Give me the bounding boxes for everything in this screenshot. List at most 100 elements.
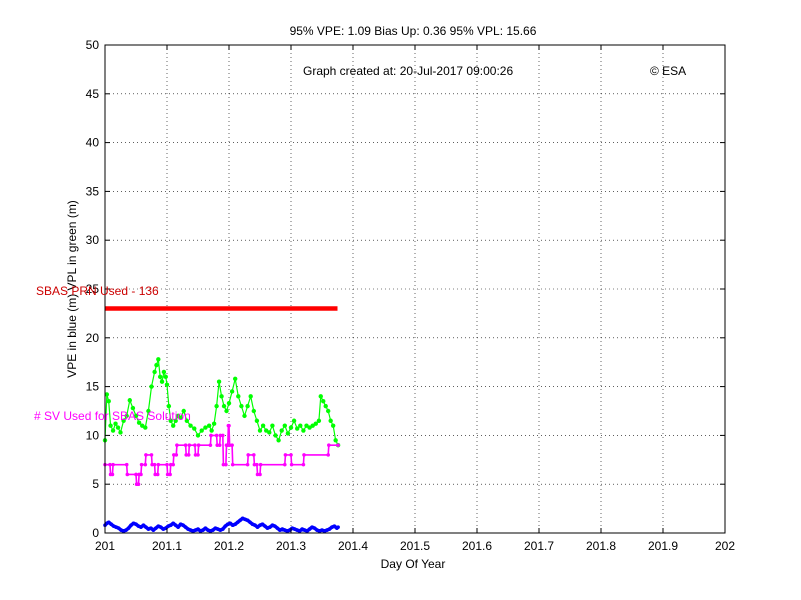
- vpe-point: [297, 529, 302, 533]
- sv-point: [149, 453, 154, 457]
- vpe-point: [149, 526, 153, 530]
- vpl-point: [330, 423, 336, 428]
- y-tick-label: 40: [86, 136, 100, 150]
- sv-point: [172, 453, 176, 457]
- vpl-point: [178, 415, 183, 421]
- x-tick-label: 201.8: [586, 539, 616, 553]
- sv-point: [196, 453, 200, 457]
- vpe-point: [235, 520, 240, 525]
- sv-point: [196, 443, 201, 447]
- sv-point: [124, 462, 129, 467]
- sv-point: [184, 453, 189, 457]
- vpe-point: [109, 522, 113, 527]
- sv-point: [283, 462, 287, 467]
- sv-point: [214, 433, 219, 438]
- grid-layer: [105, 45, 725, 533]
- vpe-point: [141, 523, 146, 527]
- vpe-point: [173, 523, 178, 527]
- sv-point: [255, 462, 259, 467]
- vpl-point: [328, 418, 333, 423]
- vpl-point: [157, 374, 163, 380]
- sv-point: [153, 472, 158, 477]
- vpe-point: [124, 528, 128, 532]
- sv-point: [125, 472, 130, 477]
- sv-point: [252, 453, 256, 457]
- vpl-point: [267, 430, 272, 435]
- series-layer: [102, 306, 341, 533]
- sv-point: [150, 462, 154, 467]
- x-tick-label: 201: [95, 539, 115, 553]
- x-tick-label: 201.1: [152, 539, 182, 553]
- vpe-point: [134, 522, 138, 527]
- vpe-point: [106, 520, 111, 525]
- vpe-point: [154, 526, 158, 530]
- vpe-point: [263, 524, 267, 528]
- vpl-point: [214, 403, 219, 409]
- sv-point: [175, 443, 179, 447]
- vpl-point: [104, 392, 110, 397]
- vpe-point: [248, 520, 252, 525]
- vpl-point: [321, 399, 326, 404]
- vpl-point: [221, 403, 227, 409]
- vpe-point: [176, 525, 180, 529]
- vpl-point: [229, 389, 235, 394]
- vpl-point: [152, 369, 157, 375]
- sv-point: [152, 462, 157, 467]
- sv-point: [156, 462, 161, 467]
- x-tick-label: 201.2: [214, 539, 244, 553]
- x-tick-label: 201.3: [276, 539, 306, 553]
- sv-point: [252, 462, 257, 467]
- vpe-point: [327, 527, 332, 531]
- y-tick-label: 0: [92, 526, 99, 540]
- vpl-point: [192, 426, 197, 431]
- vpl-point: [288, 425, 294, 430]
- vpl-point: [127, 398, 132, 403]
- y-tick-label: 45: [86, 87, 100, 101]
- sv-point: [258, 472, 262, 477]
- vpl-point: [260, 423, 266, 428]
- vpl-point: [251, 408, 256, 414]
- sv-point: [193, 443, 197, 447]
- sv-point: [289, 453, 293, 457]
- vpe-point: [228, 521, 233, 526]
- vpl-point: [224, 408, 229, 414]
- sv-point: [227, 443, 232, 447]
- sv-point: [258, 462, 263, 467]
- vpl-point: [121, 418, 126, 423]
- vpl-point: [159, 379, 165, 384]
- vpe-point: [221, 527, 225, 531]
- vpl-point: [163, 374, 168, 380]
- y-tick-label: 30: [86, 233, 100, 247]
- vpl-point: [279, 428, 284, 433]
- vpe-point: [336, 525, 340, 529]
- sv-point: [227, 423, 231, 428]
- vpl-point: [270, 423, 275, 428]
- vpe-point: [312, 526, 317, 530]
- vpl-point: [164, 382, 170, 387]
- vpl-point: [254, 418, 260, 423]
- vpl-point: [113, 421, 118, 426]
- vpl-point: [226, 400, 232, 406]
- sv-point: [336, 443, 340, 447]
- vpl-point: [108, 423, 113, 428]
- tick-layer: 201 201.1 201.2 201.3 201.4 201.5 201.6 201.7 20…: [86, 38, 736, 553]
- sv-point: [108, 462, 112, 467]
- vpe-point: [116, 526, 121, 530]
- vpl-point: [173, 418, 178, 423]
- vpe-point: [332, 524, 337, 528]
- prn-annotation: SBAS PRN Used - 136: [36, 284, 159, 298]
- sv-point: [208, 443, 213, 447]
- vpl-point: [219, 394, 224, 399]
- vpl-point: [323, 403, 328, 409]
- vpl-point: [143, 425, 148, 430]
- vpe-point: [129, 523, 133, 527]
- vpe-point: [305, 529, 309, 533]
- sv-point: [110, 472, 115, 477]
- vpe-point: [168, 523, 173, 527]
- sv-point: [144, 453, 148, 457]
- vpl-point: [295, 426, 300, 431]
- vpl-point: [130, 405, 136, 411]
- vpl-point: [298, 423, 303, 428]
- vpl-point: [282, 423, 287, 428]
